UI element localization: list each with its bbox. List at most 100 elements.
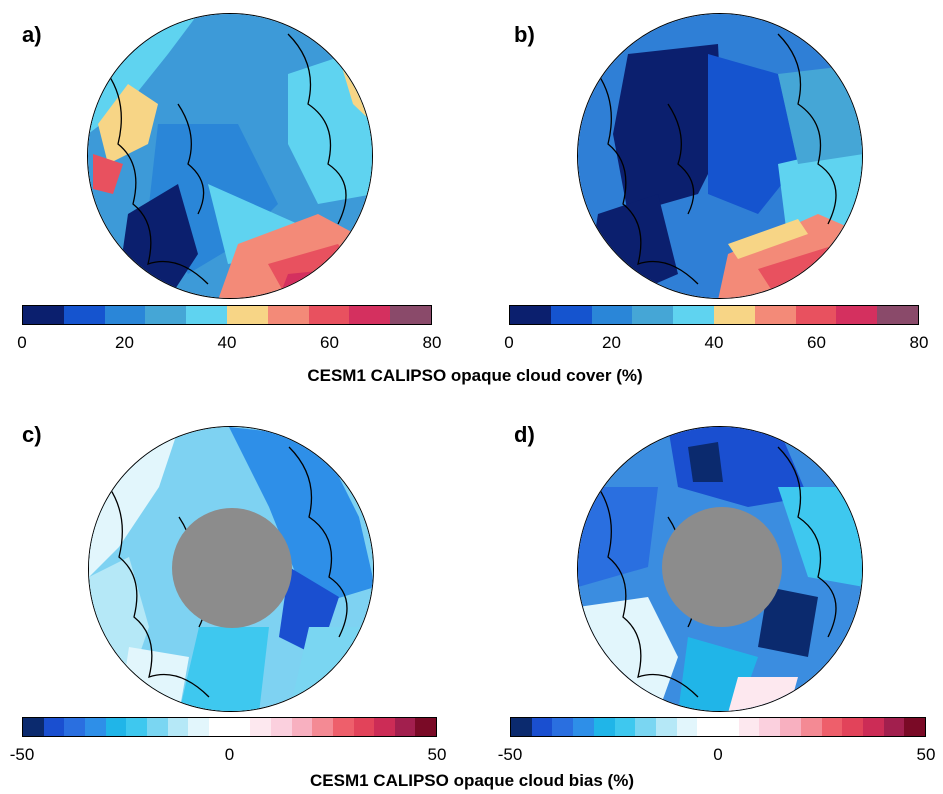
colorbar-segment bbox=[759, 718, 781, 736]
colorbar-tick-label: 0 bbox=[713, 745, 723, 764]
colorbar-segment bbox=[552, 718, 574, 736]
colorbar-segment bbox=[308, 306, 350, 324]
colorbar-tick-label: 50 bbox=[916, 745, 936, 764]
colorbar-segment bbox=[673, 306, 714, 324]
colorbar-segment bbox=[800, 718, 822, 736]
colorbar-segment bbox=[250, 718, 271, 736]
colorbar-segment bbox=[635, 718, 656, 736]
map-b bbox=[577, 13, 863, 299]
coastline bbox=[107, 73, 209, 285]
colorbar-segment bbox=[676, 718, 698, 736]
map-region bbox=[98, 84, 158, 164]
map-region bbox=[778, 64, 862, 164]
coastline bbox=[597, 486, 699, 698]
map-region bbox=[708, 54, 798, 214]
map-region bbox=[613, 44, 723, 214]
colorbar-segment bbox=[145, 306, 187, 324]
colorbar-segment bbox=[64, 718, 85, 736]
colorbar-tick-label: 40 bbox=[704, 333, 724, 352]
coastline bbox=[177, 103, 205, 215]
colorbar-tick-label: 80 bbox=[422, 333, 442, 352]
colorbar-tick-label: 80 bbox=[909, 333, 929, 352]
colorbar-a bbox=[22, 305, 432, 325]
colorbar-tick-label: 0 bbox=[224, 745, 235, 764]
colorbar-segment bbox=[821, 718, 843, 736]
colorbar-tick-label: 60 bbox=[320, 333, 339, 352]
pole-mask-d bbox=[662, 507, 782, 627]
colorbar-segment bbox=[167, 718, 189, 736]
colorbar-segment bbox=[104, 306, 146, 324]
colorbar-b bbox=[509, 305, 919, 325]
map-region bbox=[229, 427, 373, 607]
map-region bbox=[778, 144, 862, 244]
map-region bbox=[728, 219, 808, 259]
colorbar-d bbox=[510, 717, 926, 737]
map-region bbox=[93, 154, 123, 194]
colorbar-segment bbox=[43, 718, 65, 736]
map-region bbox=[688, 442, 723, 482]
colorbar-segment bbox=[312, 718, 333, 736]
coastline bbox=[287, 33, 347, 225]
coastline bbox=[667, 103, 695, 215]
colorbar-segment bbox=[614, 718, 636, 736]
map-field bbox=[89, 427, 373, 711]
coastline bbox=[108, 486, 210, 698]
colorbar-segment bbox=[105, 718, 127, 736]
colorbar-c bbox=[22, 717, 437, 737]
panel-label-d: d) bbox=[514, 422, 535, 447]
caption-cloud-cover: CESM1 CALIPSO opaque cloud cover (%) bbox=[307, 366, 643, 385]
colorbar-segment bbox=[146, 718, 168, 736]
coastline bbox=[777, 446, 837, 638]
caption-cloud-bias: CESM1 CALIPSO opaque cloud bias (%) bbox=[310, 771, 634, 790]
colorbar-segment bbox=[226, 306, 268, 324]
colorbar-segment bbox=[23, 718, 44, 736]
colorbar-segment bbox=[550, 306, 592, 324]
colorbar-segment bbox=[84, 718, 106, 736]
map-field bbox=[88, 14, 372, 298]
map-region bbox=[728, 677, 798, 711]
map-d bbox=[577, 426, 863, 712]
colorbar-segment bbox=[353, 718, 375, 736]
colorbar-segment bbox=[63, 306, 105, 324]
map-c bbox=[88, 426, 374, 712]
colorbar-segment bbox=[754, 306, 796, 324]
colorbar-segment bbox=[291, 718, 313, 736]
colorbar-segment bbox=[836, 306, 878, 324]
colorbar-tick-label: 60 bbox=[807, 333, 826, 352]
colorbar-tick-label: -50 bbox=[9, 745, 35, 764]
colorbar-segment bbox=[186, 306, 227, 324]
colorbar-tick-label: 0 bbox=[17, 333, 27, 352]
map-a bbox=[87, 13, 373, 299]
coastline bbox=[777, 33, 837, 225]
map-region bbox=[758, 587, 818, 657]
colorbar-segment bbox=[591, 306, 633, 324]
colorbar-segment bbox=[394, 718, 416, 736]
colorbar-segment bbox=[697, 718, 719, 736]
colorbar-segment bbox=[349, 306, 391, 324]
map-field bbox=[578, 427, 862, 711]
colorbar-segment bbox=[632, 306, 674, 324]
colorbar-segment bbox=[883, 718, 905, 736]
colorbar-segment bbox=[270, 718, 292, 736]
colorbar-segment bbox=[415, 718, 437, 736]
colorbar-segment bbox=[510, 306, 551, 324]
colorbar-tick-label: 50 bbox=[427, 745, 447, 764]
map-region bbox=[578, 487, 658, 587]
panel-label-a: a) bbox=[22, 22, 42, 47]
colorbar-segment bbox=[573, 718, 594, 736]
colorbar-segment bbox=[738, 718, 760, 736]
colorbar-tick-label: 20 bbox=[115, 333, 134, 352]
colorbar-segment bbox=[842, 718, 863, 736]
colorbar-tick-label: 0 bbox=[504, 333, 514, 352]
colorbar-segment bbox=[332, 718, 354, 736]
panel-label-b: b) bbox=[514, 22, 535, 47]
colorbar-segment bbox=[511, 718, 532, 736]
colorbar-segment bbox=[126, 718, 147, 736]
colorbar-segment bbox=[877, 306, 918, 324]
colorbar-segment bbox=[188, 718, 209, 736]
map-region bbox=[119, 647, 189, 711]
colorbar-segment bbox=[655, 718, 677, 736]
colorbar-tick-label: -50 bbox=[497, 745, 523, 764]
colorbar-segment bbox=[267, 306, 309, 324]
panel-label-c: c) bbox=[22, 422, 42, 447]
